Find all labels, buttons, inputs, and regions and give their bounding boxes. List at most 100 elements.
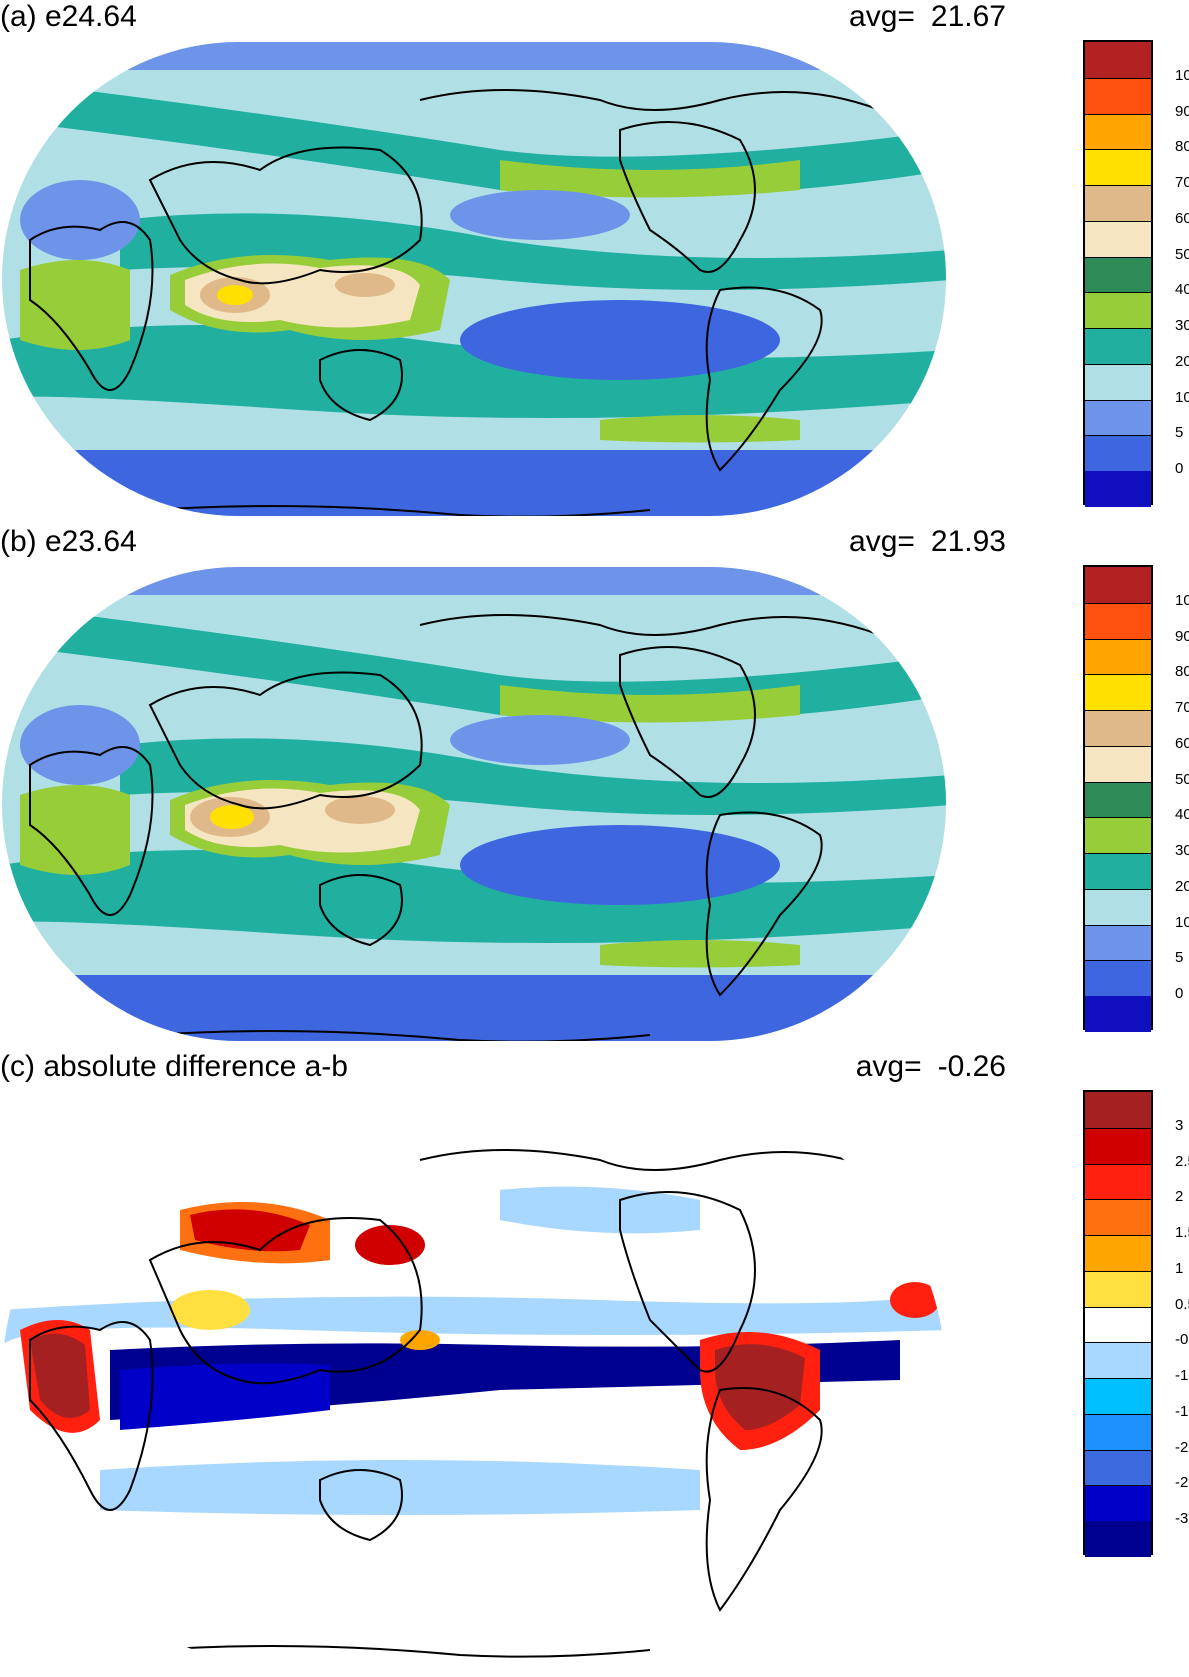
colorbar-label: 1.5 xyxy=(1175,1224,1189,1242)
colorbar-swatch xyxy=(1085,781,1151,818)
colorbar-swatch xyxy=(1085,220,1151,257)
colorbar-label: 100 xyxy=(1175,591,1189,609)
colorbar-swatch xyxy=(1085,149,1151,186)
colorbar-swatch xyxy=(1085,1199,1151,1236)
colorbar-swatch xyxy=(1085,292,1151,329)
colorbar-swatch xyxy=(1085,1092,1151,1128)
colorbar-swatch xyxy=(1085,710,1151,746)
colorbar-swatch xyxy=(1085,960,1151,997)
colorbar-swatch xyxy=(1085,1485,1151,1522)
colorbar-label: 0 xyxy=(1175,985,1184,1003)
colorbar-swatch xyxy=(1085,996,1151,1032)
colorbar-swatch xyxy=(1085,1127,1151,1164)
map-c-svg xyxy=(2,1092,946,1666)
colorbar-swatch xyxy=(1085,328,1151,364)
colorbar-label: 30 xyxy=(1175,842,1189,860)
colorbar-swatch xyxy=(1085,363,1151,400)
colorbar-swatch xyxy=(1085,567,1151,603)
colorbar-label: 0 xyxy=(1175,460,1184,478)
avg-value: 21.93 xyxy=(930,525,1006,558)
colorbar-label: 80 xyxy=(1175,138,1189,156)
panel-b: (b) e23.64 avg= 21.93 xyxy=(0,525,1189,1045)
colorbar-box xyxy=(1083,40,1153,507)
colorbar-swatch xyxy=(1085,1449,1151,1486)
colorbar-swatch xyxy=(1085,1235,1151,1271)
colorbar-swatch xyxy=(1085,1270,1151,1307)
colorbar-label: 2 xyxy=(1175,1188,1184,1206)
colorbar-label: -2.5 xyxy=(1175,1474,1189,1492)
colorbar-swatch xyxy=(1085,817,1151,854)
colorbar-label: 50 xyxy=(1175,770,1189,788)
colorbar-swatch xyxy=(1085,924,1151,961)
map-a-svg xyxy=(2,42,946,516)
colorbar-swatch xyxy=(1085,745,1151,782)
colorbar-label: 3 xyxy=(1175,1116,1184,1134)
colorbar-swatch xyxy=(1085,1413,1151,1450)
colorbar-swatch xyxy=(1085,42,1151,78)
panel-average: avg= -0.26 xyxy=(856,1050,1006,1084)
colorbar-b: 0 5 10 20 30 40 50 60 70 80 90 100 xyxy=(1083,565,1189,1032)
colorbar-swatch xyxy=(1085,853,1151,889)
colorbar-c: -3 -2.5 -2 -1.5 -1 -0.5 0.5 1 1.5 2 2.5 3 xyxy=(1083,1090,1189,1557)
colorbar-label: 50 xyxy=(1175,245,1189,263)
colorbar-label: 30 xyxy=(1175,317,1189,335)
colorbar-label: 100 xyxy=(1175,66,1189,84)
map-b xyxy=(0,565,950,1045)
colorbar-swatch xyxy=(1085,1163,1151,1200)
colorbar-box xyxy=(1083,565,1153,1032)
colorbar-label: -0.5 xyxy=(1175,1331,1189,1349)
colorbar-swatch xyxy=(1085,674,1151,711)
colorbar-swatch xyxy=(1085,435,1151,472)
colorbar-label: 10 xyxy=(1175,388,1189,406)
colorbar-label: 40 xyxy=(1175,806,1189,824)
colorbar-swatch xyxy=(1085,399,1151,436)
colorbar-label: 40 xyxy=(1175,281,1189,299)
colorbar-label: 1 xyxy=(1175,1259,1184,1277)
colorbar-label: 10 xyxy=(1175,913,1189,931)
panel-title: (b) e23.64 xyxy=(0,525,137,558)
map-c xyxy=(0,1090,950,1670)
colorbar-swatch xyxy=(1085,113,1151,150)
colorbar-label: 0.5 xyxy=(1175,1295,1189,1313)
colorbar-label: 80 xyxy=(1175,663,1189,681)
avg-label: avg= xyxy=(855,1050,922,1083)
avg-label: avg= xyxy=(849,525,915,558)
colorbar-label: 20 xyxy=(1175,877,1189,895)
colorbar-swatch xyxy=(1085,638,1151,675)
colorbar-label: 5 xyxy=(1175,424,1184,442)
colorbar-label: 70 xyxy=(1175,174,1189,192)
colorbar-label: 70 xyxy=(1175,699,1189,717)
colorbar-swatch xyxy=(1085,1306,1151,1343)
colorbar-swatch xyxy=(1085,1521,1151,1557)
colorbar-label: -1.5 xyxy=(1175,1402,1189,1420)
colorbar-label: -3 xyxy=(1175,1510,1189,1528)
colorbar-label: 90 xyxy=(1175,102,1189,120)
colorbar-swatch xyxy=(1085,602,1151,639)
panel-title: (a) e24.64 xyxy=(0,0,137,33)
map-a xyxy=(0,40,950,520)
colorbar-label: 20 xyxy=(1175,352,1189,370)
avg-value: 21.67 xyxy=(930,0,1006,33)
colorbar-label: 5 xyxy=(1175,949,1184,967)
colorbar-box xyxy=(1083,1090,1153,1557)
colorbar-swatch xyxy=(1085,1378,1151,1414)
colorbar-a: 0 5 10 20 30 40 50 60 70 80 90 100 xyxy=(1083,40,1189,507)
panel-average: avg= 21.93 xyxy=(849,525,1006,559)
panel-a: (a) e24.64 avg= 21.67 xyxy=(0,0,1189,520)
colorbar-label: 60 xyxy=(1175,209,1189,227)
avg-label: avg= xyxy=(849,0,915,33)
colorbar-swatch xyxy=(1085,471,1151,507)
colorbar-swatch xyxy=(1085,256,1151,293)
colorbar-swatch xyxy=(1085,1342,1151,1379)
colorbar-label: 90 xyxy=(1175,627,1189,645)
colorbar-swatch xyxy=(1085,77,1151,114)
colorbar-swatch xyxy=(1085,888,1151,925)
colorbar-label: 2.5 xyxy=(1175,1152,1189,1170)
map-b-svg xyxy=(2,567,946,1041)
panel-c: (c) absolute difference a-b avg= -0.26 xyxy=(0,1050,1189,1670)
colorbar-label: 60 xyxy=(1175,734,1189,752)
panel-average: avg= 21.67 xyxy=(849,0,1006,34)
colorbar-swatch xyxy=(1085,185,1151,221)
avg-value: -0.26 xyxy=(937,1050,1006,1083)
colorbar-label: -2 xyxy=(1175,1438,1189,1456)
